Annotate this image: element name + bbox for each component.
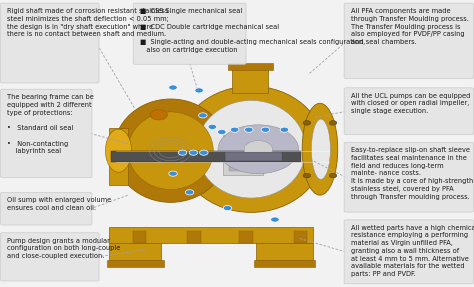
Ellipse shape bbox=[311, 119, 330, 179]
Ellipse shape bbox=[178, 86, 325, 212]
Circle shape bbox=[185, 190, 194, 195]
Ellipse shape bbox=[128, 112, 213, 189]
Text: ■  CSS Single mechanical seal

■  CDC Double cartridge mechanical seal

■  Singl: ■ CSS Single mechanical seal ■ CDC Doubl… bbox=[140, 8, 365, 53]
Circle shape bbox=[280, 127, 289, 132]
Circle shape bbox=[169, 171, 177, 176]
Circle shape bbox=[261, 127, 270, 132]
Text: Easy-to-replace slip-on shaft sleeve
facilitates seal maintenance in the
field a: Easy-to-replace slip-on shaft sleeve fac… bbox=[351, 147, 473, 200]
FancyBboxPatch shape bbox=[0, 193, 92, 225]
Ellipse shape bbox=[302, 103, 337, 195]
Bar bbox=[254, 260, 315, 267]
Circle shape bbox=[169, 85, 177, 90]
Circle shape bbox=[303, 173, 310, 178]
Bar bbox=[228, 63, 273, 70]
Circle shape bbox=[329, 173, 337, 178]
Bar bbox=[109, 243, 161, 260]
Circle shape bbox=[245, 127, 253, 132]
Circle shape bbox=[271, 217, 279, 222]
Bar bbox=[107, 260, 164, 267]
Circle shape bbox=[189, 150, 198, 155]
Circle shape bbox=[244, 141, 273, 158]
FancyBboxPatch shape bbox=[0, 89, 92, 178]
Bar bbox=[225, 152, 282, 161]
FancyBboxPatch shape bbox=[344, 142, 474, 212]
Ellipse shape bbox=[197, 100, 306, 198]
Circle shape bbox=[218, 125, 299, 174]
Circle shape bbox=[150, 110, 167, 120]
Bar bbox=[232, 65, 268, 93]
Bar bbox=[256, 243, 313, 260]
Bar bbox=[109, 227, 313, 243]
Circle shape bbox=[200, 150, 208, 155]
FancyBboxPatch shape bbox=[344, 3, 474, 79]
FancyBboxPatch shape bbox=[344, 220, 474, 284]
Bar bbox=[187, 231, 201, 243]
Text: Pump design grants a modular
configuration on both long-couple
and close-coupled: Pump design grants a modular configurati… bbox=[7, 238, 120, 259]
Bar bbox=[239, 231, 253, 243]
Text: All the UCL pumps can be equipped
with closed or open radial impeller,
single st: All the UCL pumps can be equipped with c… bbox=[351, 93, 470, 114]
Bar bbox=[109, 128, 128, 185]
Circle shape bbox=[329, 121, 337, 125]
Circle shape bbox=[303, 121, 310, 125]
Circle shape bbox=[178, 150, 187, 155]
Circle shape bbox=[230, 127, 239, 132]
Text: All PFA components are made
through Transfer Moulding process.
The Transfer Moul: All PFA components are made through Tran… bbox=[351, 8, 469, 45]
FancyBboxPatch shape bbox=[0, 233, 99, 281]
Text: Oil sump with enlarged volume
ensures cool and clean oil.: Oil sump with enlarged volume ensures co… bbox=[7, 197, 111, 211]
Circle shape bbox=[218, 129, 226, 135]
FancyBboxPatch shape bbox=[133, 3, 246, 64]
Text: The bearing frame can be
equipped with 2 different
type of protections:

•   Sta: The bearing frame can be equipped with 2… bbox=[7, 94, 94, 154]
Ellipse shape bbox=[114, 99, 228, 202]
Ellipse shape bbox=[105, 129, 131, 172]
Bar bbox=[111, 151, 301, 162]
Bar bbox=[133, 231, 146, 243]
Bar bbox=[229, 139, 257, 171]
Circle shape bbox=[199, 113, 207, 118]
Circle shape bbox=[195, 88, 203, 93]
Text: All wetted parts have a high chemical
resistance employing a performing
material: All wetted parts have a high chemical re… bbox=[351, 225, 474, 277]
Bar bbox=[223, 135, 263, 175]
Text: Rigid shaft made of corrosion resistant stainless
steel minimizes the shaft defl: Rigid shaft made of corrosion resistant … bbox=[7, 8, 169, 37]
FancyBboxPatch shape bbox=[344, 88, 474, 135]
Circle shape bbox=[208, 124, 217, 129]
Circle shape bbox=[223, 205, 232, 211]
Bar bbox=[294, 231, 307, 243]
FancyBboxPatch shape bbox=[0, 3, 99, 83]
